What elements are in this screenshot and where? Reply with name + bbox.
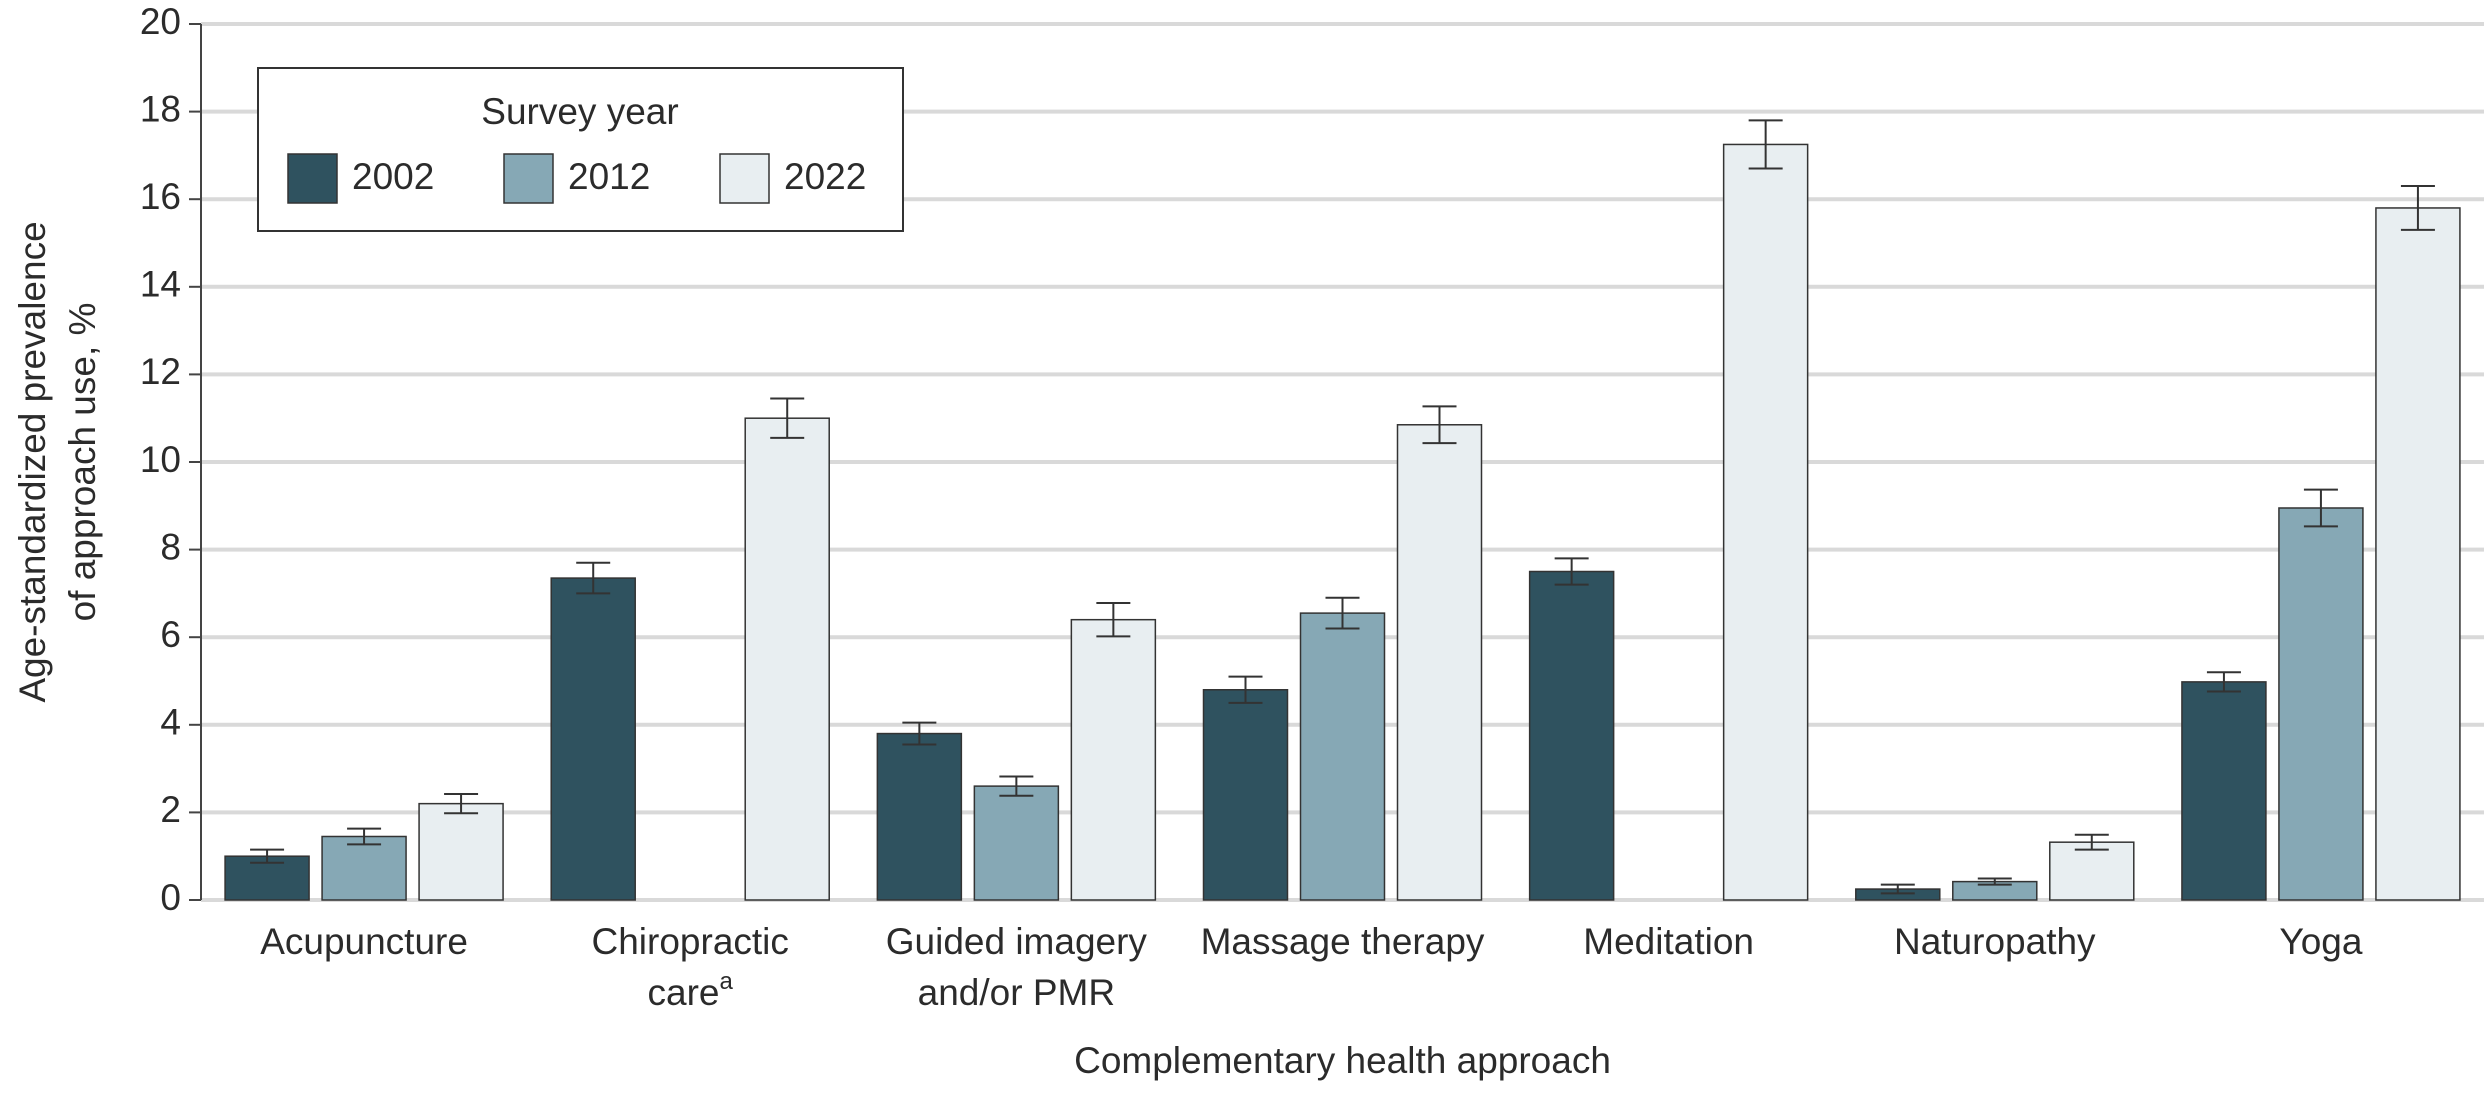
y-tick-label: 14 — [140, 264, 181, 305]
error-bar — [902, 721, 937, 746]
x-axis-title: Complementary health approach — [1074, 1040, 1611, 1081]
legend-label: 2002 — [352, 156, 434, 197]
error-bar — [1977, 877, 2012, 886]
x-tick-label-line: Naturopathy — [1894, 921, 2096, 962]
x-tick-label-line: Yoga — [2279, 921, 2362, 962]
bar — [1070, 618, 1157, 901]
bar — [321, 835, 407, 901]
y-axis-title: Age-standardized prevalence of approach u… — [12, 221, 103, 702]
error-bar — [1748, 119, 1783, 170]
y-tick-label: 10 — [140, 439, 181, 480]
x-tick-label: Massage therapy — [1201, 921, 1485, 962]
x-tick-label-line: Meditation — [1583, 921, 1754, 962]
error-bar — [2206, 671, 2241, 693]
x-tick-label-line: and/or PMR — [918, 972, 1115, 1013]
bar — [2181, 681, 2267, 901]
bar — [2049, 841, 2135, 901]
bar — [744, 417, 830, 901]
bar — [1528, 570, 1615, 901]
legend-label: 2022 — [784, 156, 866, 197]
y-tick-label: 18 — [140, 88, 181, 129]
bar — [1299, 612, 1386, 901]
bar — [550, 577, 636, 901]
legend-label: 2012 — [568, 156, 650, 197]
y-tick-label: 16 — [140, 176, 181, 217]
error-bar — [2074, 833, 2109, 851]
bar — [876, 732, 963, 901]
y-axis-title-line: Age-standardized prevalence — [12, 221, 53, 702]
footnote-mark: a — [720, 968, 734, 995]
legend-swatch — [503, 153, 554, 204]
y-tick-label: 20 — [140, 1, 181, 42]
x-tick-label: Guided imagery and/or PMR — [886, 921, 1148, 1013]
x-tick-label-line: Chiropractic — [592, 921, 789, 962]
y-tick-label: 0 — [160, 877, 181, 918]
legend-title: Survey year — [481, 91, 678, 132]
x-tick-label: Meditation — [1583, 921, 1754, 962]
x-tick-label-line: Acupuncture — [260, 921, 468, 962]
error-bar — [1228, 675, 1263, 704]
error-bar — [444, 793, 479, 815]
bar — [1202, 689, 1289, 901]
y-tick-label: 12 — [140, 351, 181, 392]
error-bar — [1880, 883, 1915, 895]
error-bar — [1554, 557, 1589, 586]
bar — [973, 785, 1060, 901]
bar — [2278, 507, 2364, 901]
x-tick-label-line: Massage therapy — [1201, 921, 1485, 962]
x-tick-label-line: Guided imagery — [886, 921, 1148, 962]
error-bar — [1096, 602, 1131, 638]
error-bar — [999, 775, 1034, 797]
x-tick-label: Acupuncture — [260, 921, 468, 962]
x-tick-label: Yoga — [2279, 921, 2362, 962]
error-bar — [1422, 405, 1457, 445]
error-bar — [2400, 185, 2435, 231]
error-bar — [250, 848, 285, 864]
x-tick-label: Naturopathy — [1894, 921, 2096, 962]
error-bar — [2303, 488, 2338, 528]
y-tick-label: 6 — [160, 614, 181, 655]
x-tick-label: Chiropractic carea — [592, 921, 789, 1013]
error-bar — [576, 561, 611, 595]
y-tick-label: 4 — [160, 702, 181, 743]
y-tick-label: 2 — [160, 789, 181, 830]
bar — [418, 802, 504, 901]
y-tick-label: 8 — [160, 526, 181, 567]
bar — [1396, 424, 1483, 901]
x-tick-label-line: care — [648, 972, 720, 1013]
y-axis-title-line: of approach use, % — [62, 303, 103, 622]
error-bar — [347, 827, 382, 846]
legend-box — [257, 67, 904, 232]
legend-swatch — [287, 153, 338, 204]
bar — [2375, 207, 2461, 901]
legend-swatch — [719, 153, 770, 204]
error-bar — [1325, 596, 1360, 630]
error-bar — [770, 397, 805, 439]
bar — [1722, 143, 1809, 901]
